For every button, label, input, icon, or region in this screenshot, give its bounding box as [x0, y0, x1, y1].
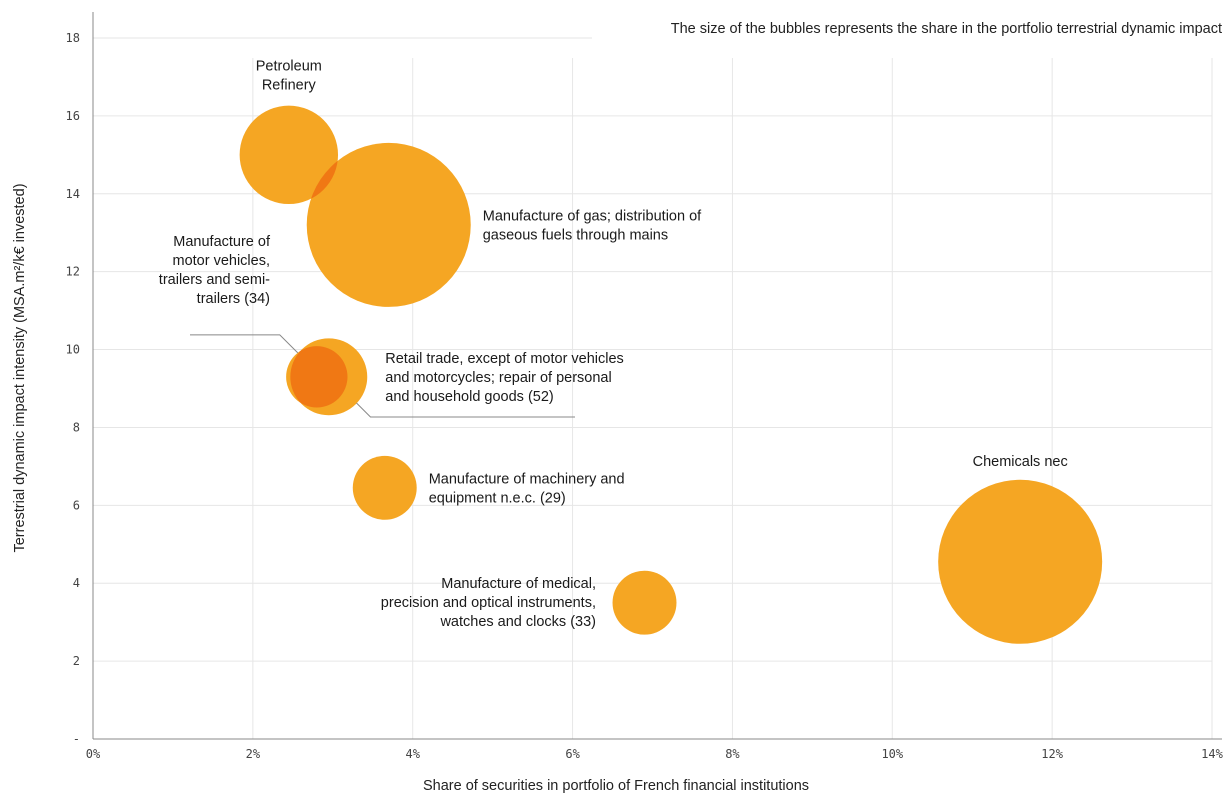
leader-line [356, 402, 575, 418]
bubble [306, 142, 471, 307]
y-axis-title: Terrestrial dynamic impact intensity (MS… [12, 183, 28, 552]
x-tick-label: 4% [405, 747, 420, 761]
bubble-overlaps [290, 142, 348, 408]
x-tick-label: 0% [86, 747, 101, 761]
bubble [352, 455, 417, 520]
bubble-overlap [290, 346, 348, 408]
bubble-label: Petroleum Refinery [256, 59, 322, 94]
y-tick-label: 8 [73, 420, 80, 434]
x-tick-label: 8% [725, 747, 740, 761]
bubble-label: Manufacture of medical, precision and opt… [381, 576, 596, 630]
axes [92, 12, 1222, 740]
x-tick-label: 12% [1041, 747, 1063, 761]
y-tick-label: 14 [66, 187, 80, 201]
bubble-label: Retail trade, except of motor vehicles an… [385, 351, 624, 405]
x-axis-title: Share of securities in portfolio of Fren… [423, 778, 809, 794]
x-tick-label: 10% [881, 747, 903, 761]
y-tick-label: 4 [73, 576, 80, 590]
y-tick-label: - [73, 732, 80, 746]
leader-line [190, 334, 299, 354]
bubble [612, 570, 677, 635]
y-tick-label: 16 [66, 109, 80, 123]
bubble-label: Chemicals nec [973, 454, 1068, 470]
y-tick-label: 6 [73, 498, 80, 512]
y-tick-label: 18 [66, 31, 80, 45]
x-tick-label: 14% [1201, 747, 1223, 761]
bubble-labels: Petroleum Refinery Manufacture of gas; dis… [159, 59, 1068, 630]
leader-lines [190, 334, 575, 418]
note-background [592, 14, 1226, 42]
x-tick-label: 2% [246, 747, 261, 761]
bubble [938, 479, 1103, 644]
bubble-label: Manufacture of machinery and equipment n.… [429, 471, 625, 506]
size-note: The size of the bubbles represents the s… [671, 21, 1222, 37]
y-tick-label: 12 [66, 265, 80, 279]
bubble-label: Manufacture of gas; distribution of gaseo… [483, 208, 702, 243]
x-tick-label: 6% [565, 747, 580, 761]
bubbles [239, 105, 1103, 644]
bubble-label: Manufacture of motor vehicles, trailers an… [159, 234, 271, 307]
tick-labels: 0% 2% 4% 6% 8% 10% 12% 14% - 2 4 6 8 10 12 14 16 18 [66, 31, 1224, 761]
y-tick-label: 2 [73, 654, 80, 668]
y-tick-label: 10 [66, 343, 80, 357]
bubble [239, 105, 339, 205]
